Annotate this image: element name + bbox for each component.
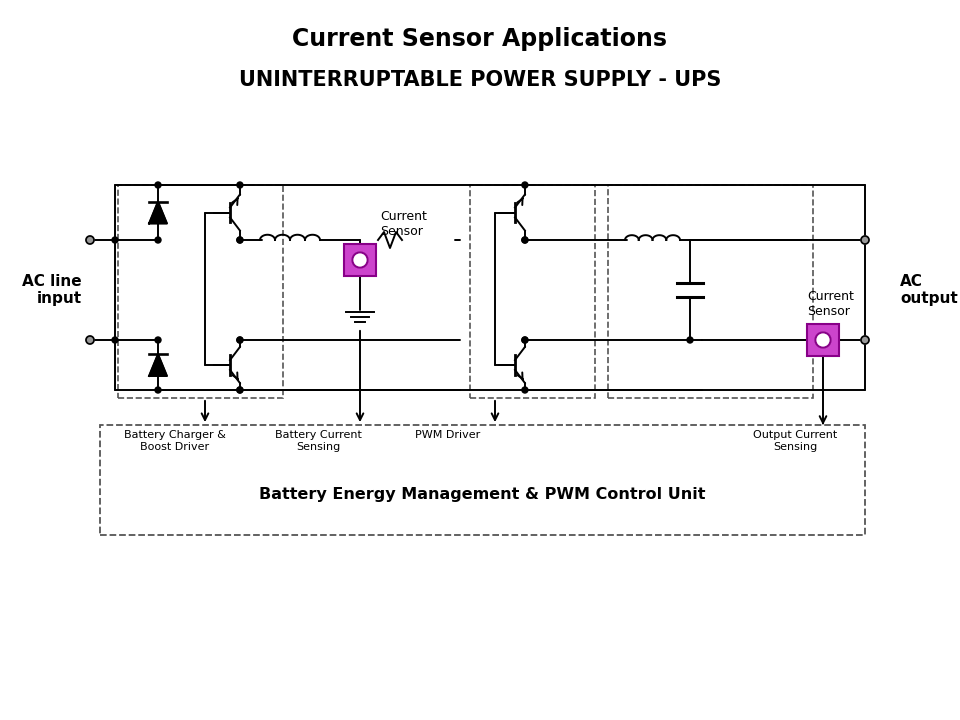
- Circle shape: [861, 336, 869, 344]
- Bar: [100, 425, 865, 535]
- Circle shape: [237, 237, 243, 243]
- Circle shape: [112, 237, 118, 243]
- Text: AC line
input: AC line input: [22, 274, 82, 306]
- Circle shape: [237, 337, 243, 343]
- Text: Current
Sensor: Current Sensor: [380, 210, 427, 238]
- Circle shape: [522, 237, 528, 243]
- Text: Battery Charger &
Boost Driver: Battery Charger & Boost Driver: [124, 430, 226, 451]
- Text: AC
output: AC output: [900, 274, 958, 306]
- Text: Output Current
Sensing: Output Current Sensing: [753, 430, 837, 451]
- Text: Current Sensor Applications: Current Sensor Applications: [293, 27, 667, 51]
- Circle shape: [522, 182, 528, 188]
- Circle shape: [237, 337, 243, 343]
- Bar: [608, 185, 813, 398]
- Circle shape: [155, 337, 161, 343]
- Circle shape: [237, 387, 243, 393]
- Circle shape: [522, 337, 528, 343]
- Circle shape: [522, 337, 528, 343]
- Circle shape: [155, 237, 161, 243]
- Circle shape: [237, 182, 243, 188]
- Circle shape: [687, 337, 693, 343]
- Circle shape: [522, 387, 528, 393]
- Circle shape: [86, 336, 94, 344]
- Text: Battery Current
Sensing: Battery Current Sensing: [275, 430, 361, 451]
- Text: UNINTERRUPTABLE POWER SUPPLY - UPS: UNINTERRUPTABLE POWER SUPPLY - UPS: [239, 70, 721, 90]
- FancyBboxPatch shape: [807, 324, 839, 356]
- Circle shape: [112, 337, 118, 343]
- Bar: [470, 185, 595, 398]
- Text: Current
Sensor: Current Sensor: [807, 290, 853, 318]
- Bar: [118, 185, 283, 398]
- FancyBboxPatch shape: [344, 244, 376, 276]
- Polygon shape: [149, 354, 167, 376]
- Circle shape: [861, 236, 869, 244]
- Circle shape: [522, 237, 528, 243]
- Circle shape: [86, 236, 94, 244]
- Circle shape: [352, 252, 368, 268]
- Circle shape: [237, 237, 243, 243]
- Text: PWM Driver: PWM Driver: [416, 430, 481, 440]
- Polygon shape: [149, 202, 167, 223]
- Circle shape: [237, 387, 243, 393]
- Circle shape: [155, 387, 161, 393]
- Circle shape: [815, 333, 830, 348]
- Text: Battery Energy Management & PWM Control Unit: Battery Energy Management & PWM Control …: [259, 487, 706, 503]
- Circle shape: [155, 182, 161, 188]
